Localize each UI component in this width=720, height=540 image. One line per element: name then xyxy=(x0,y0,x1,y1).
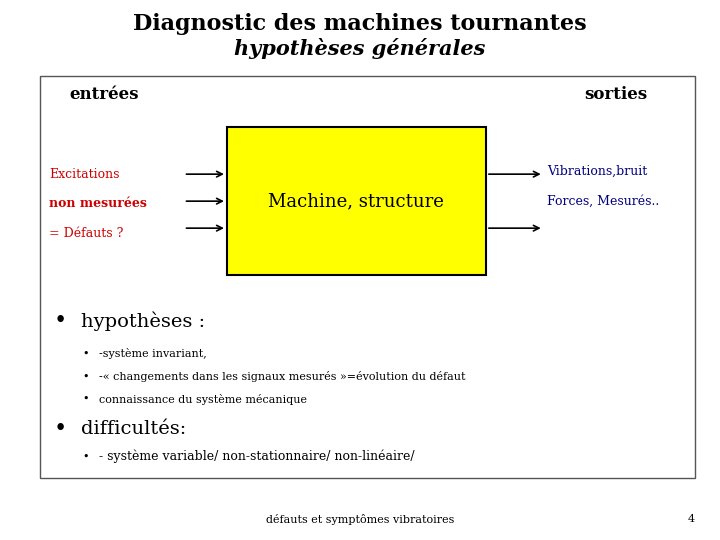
Text: -« changements dans les signaux mesurés »=évolution du défaut: -« changements dans les signaux mesurés … xyxy=(99,371,466,382)
Bar xyxy=(227,127,486,275)
Text: Diagnostic des machines tournantes: Diagnostic des machines tournantes xyxy=(133,14,587,35)
Text: •: • xyxy=(54,418,67,440)
Text: 4: 4 xyxy=(688,515,695,524)
Text: hypothèses générales: hypothèses générales xyxy=(234,38,486,59)
Text: •: • xyxy=(83,349,89,359)
Text: Vibrations,bruit: Vibrations,bruit xyxy=(547,165,647,178)
Text: - système variable/ non-stationnaire/ non-linéaire/: - système variable/ non-stationnaire/ no… xyxy=(99,449,415,463)
Text: •: • xyxy=(54,310,67,332)
Text: sorties: sorties xyxy=(584,86,647,103)
Text: connaissance du système mécanique: connaissance du système mécanique xyxy=(99,394,307,404)
Bar xyxy=(40,76,695,478)
Text: non mesurées: non mesurées xyxy=(49,197,147,211)
Text: = Défauts ?: = Défauts ? xyxy=(49,227,123,240)
Text: défauts et symptômes vibratoires: défauts et symptômes vibratoires xyxy=(266,514,454,525)
Text: difficultés:: difficultés: xyxy=(81,420,186,438)
Text: Forces, Mesurés..: Forces, Mesurés.. xyxy=(547,194,660,208)
Text: •: • xyxy=(83,451,89,461)
Text: •: • xyxy=(83,394,89,404)
Text: hypothèses :: hypothèses : xyxy=(81,312,205,331)
Text: Machine, structure: Machine, structure xyxy=(269,192,444,210)
Text: Excitations: Excitations xyxy=(49,167,120,181)
Text: •: • xyxy=(83,372,89,381)
Text: entrées: entrées xyxy=(70,86,139,103)
Text: -système invariant,: -système invariant, xyxy=(99,348,207,359)
